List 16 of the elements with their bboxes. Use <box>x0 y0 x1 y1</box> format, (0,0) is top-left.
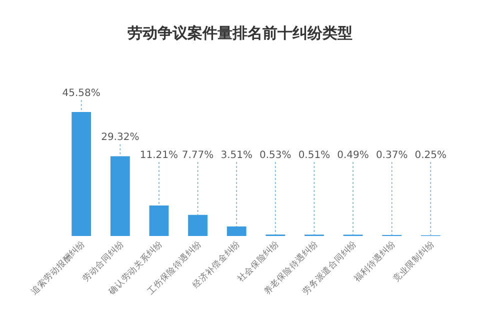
data-label: 29.32% <box>101 132 140 144</box>
data-label: 0.49% <box>337 150 369 161</box>
chart-title: 劳动争议案件量排名前十纠纷类型 <box>128 24 352 42</box>
data-label: 0.51% <box>298 150 330 161</box>
bar <box>226 226 246 236</box>
data-label: 0.53% <box>260 150 292 161</box>
bar <box>72 112 92 236</box>
data-label: 7.77% <box>182 150 214 161</box>
data-label: 11.21% <box>140 150 178 161</box>
data-label: 3.51% <box>220 150 252 161</box>
data-label: 0.37% <box>376 150 408 161</box>
bar <box>149 206 169 236</box>
data-label: 0.25% <box>414 150 447 161</box>
bar <box>110 156 130 236</box>
data-label: 45.58% <box>62 88 100 99</box>
bar <box>188 214 208 236</box>
